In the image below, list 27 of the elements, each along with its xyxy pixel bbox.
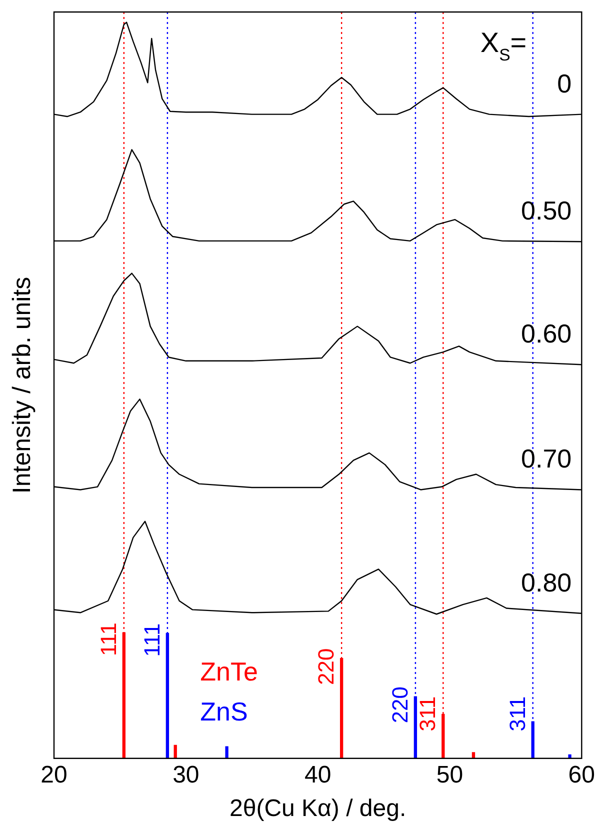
bar: [414, 696, 418, 758]
series-label: 0.60: [521, 318, 572, 349]
x-tick-label: 30: [172, 761, 200, 788]
annotation: 111: [140, 623, 165, 657]
series-label: 0.70: [521, 444, 572, 474]
x-tick-label: 40: [304, 761, 332, 788]
bar: [531, 721, 534, 758]
x-tick-label: 60: [568, 761, 596, 788]
annotation: 220: [388, 686, 413, 724]
series-label: 0.50: [521, 196, 572, 226]
bar: [122, 632, 126, 758]
bar: [174, 744, 177, 758]
series-label: 0: [557, 68, 572, 98]
annotation: 220: [314, 648, 339, 685]
text: ZnTe: [200, 656, 258, 686]
annotation: 311: [415, 696, 440, 732]
bar: [568, 754, 572, 758]
bar: [225, 746, 228, 758]
series-label: 0.80: [521, 567, 572, 598]
x-tick-label: 20: [40, 761, 68, 788]
y-axis-title: Intensity / arb. units: [8, 276, 36, 494]
annotation: 311: [504, 696, 530, 732]
x-axis-title: 2θ(Cu Kα) / deg.: [230, 795, 406, 822]
x-tick-label: 50: [436, 761, 464, 788]
annotation: 111: [96, 622, 121, 656]
bar: [472, 752, 476, 758]
series-label: ZnS: [200, 696, 248, 726]
